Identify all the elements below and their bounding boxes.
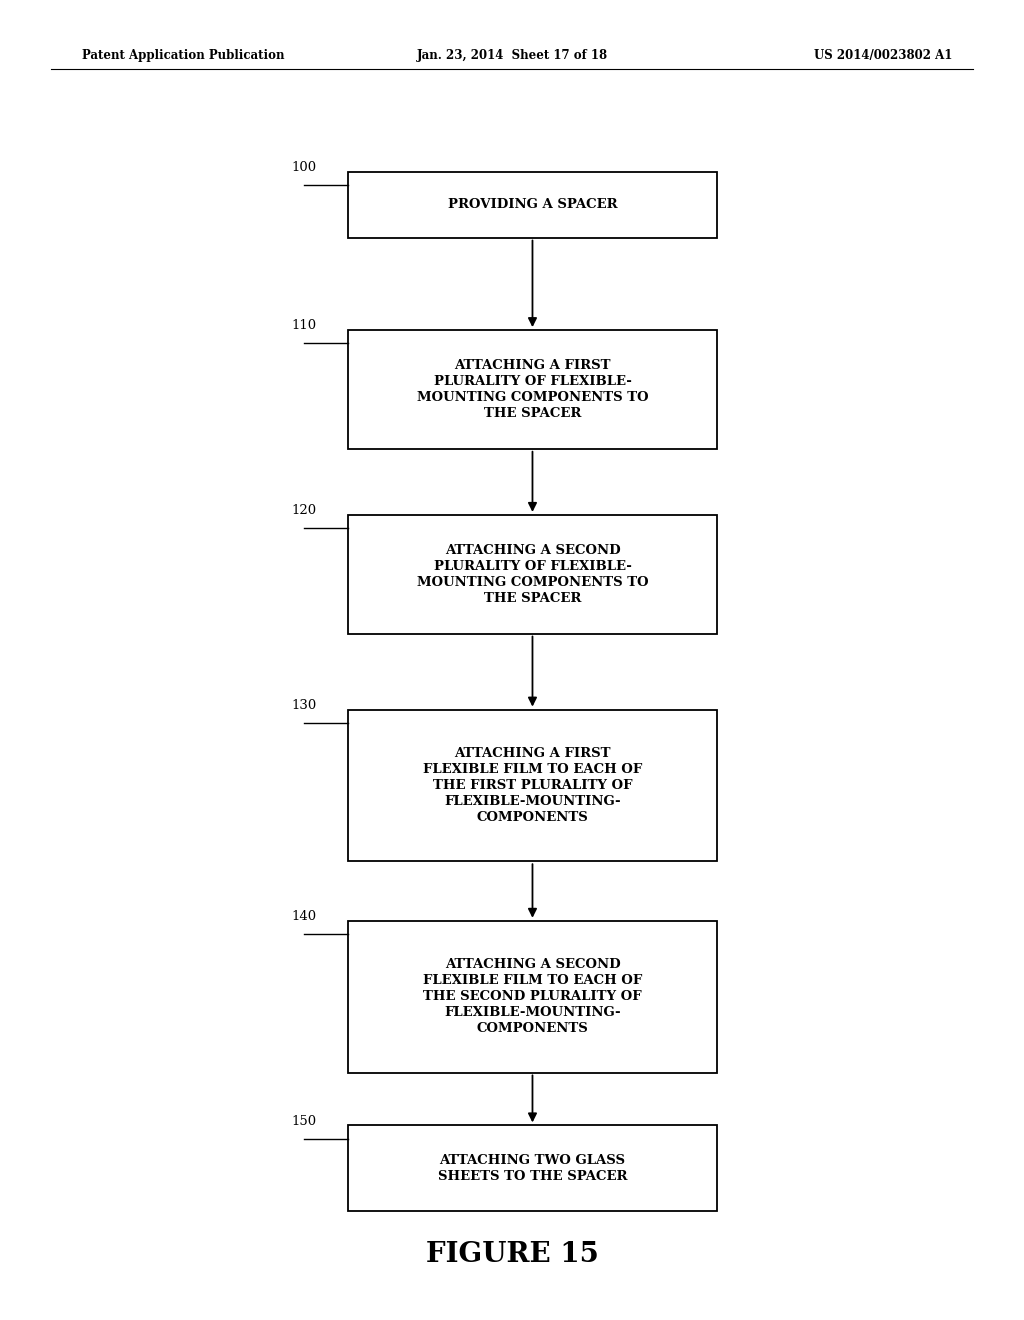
Bar — [348, 515, 717, 634]
Text: ATTACHING TWO GLASS
SHEETS TO THE SPACER: ATTACHING TWO GLASS SHEETS TO THE SPACER — [437, 1154, 628, 1183]
Bar — [348, 330, 717, 449]
Text: FIGURE 15: FIGURE 15 — [426, 1241, 598, 1267]
Text: 140: 140 — [292, 911, 317, 923]
Text: 100: 100 — [292, 161, 317, 174]
Text: ATTACHING A FIRST
FLEXIBLE FILM TO EACH OF
THE FIRST PLURALITY OF
FLEXIBLE-MOUNT: ATTACHING A FIRST FLEXIBLE FILM TO EACH … — [423, 747, 642, 824]
Bar — [348, 710, 717, 861]
Text: US 2014/0023802 A1: US 2014/0023802 A1 — [814, 49, 952, 62]
Text: 130: 130 — [292, 700, 317, 711]
Bar — [348, 1125, 717, 1212]
Text: Jan. 23, 2014  Sheet 17 of 18: Jan. 23, 2014 Sheet 17 of 18 — [417, 49, 607, 62]
Bar — [348, 921, 717, 1072]
Text: 110: 110 — [292, 319, 317, 333]
Text: ATTACHING A SECOND
PLURALITY OF FLEXIBLE-
MOUNTING COMPONENTS TO
THE SPACER: ATTACHING A SECOND PLURALITY OF FLEXIBLE… — [417, 544, 648, 605]
Bar — [348, 172, 717, 238]
Text: ATTACHING A SECOND
FLEXIBLE FILM TO EACH OF
THE SECOND PLURALITY OF
FLEXIBLE-MOU: ATTACHING A SECOND FLEXIBLE FILM TO EACH… — [423, 958, 642, 1035]
Text: 150: 150 — [292, 1114, 317, 1127]
Text: 120: 120 — [292, 504, 317, 517]
Text: Patent Application Publication: Patent Application Publication — [82, 49, 285, 62]
Text: ATTACHING A FIRST
PLURALITY OF FLEXIBLE-
MOUNTING COMPONENTS TO
THE SPACER: ATTACHING A FIRST PLURALITY OF FLEXIBLE-… — [417, 359, 648, 420]
Text: PROVIDING A SPACER: PROVIDING A SPACER — [447, 198, 617, 211]
